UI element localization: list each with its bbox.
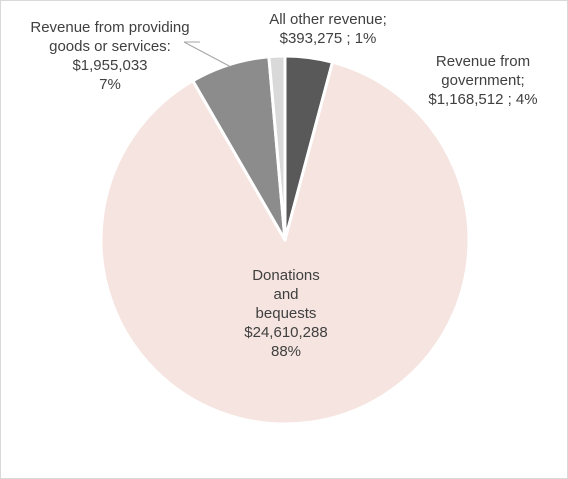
- other-revenue-label-line-1: All other revenue;: [269, 11, 387, 28]
- pie-slice-other: [267, 54, 287, 242]
- donations-label-line-3: bequests: [255, 305, 317, 322]
- donations-label-line-1: Donations: [252, 267, 320, 284]
- donations-label: Donations and bequests $24,610,288 88%: [186, 266, 386, 361]
- government-label: Revenue from government; $1,168,512 ; 4%: [408, 52, 558, 109]
- goods-services-label-percent: 7%: [99, 76, 121, 93]
- goods-leader-line: [183, 41, 231, 67]
- donations-label-percent: 88%: [270, 343, 302, 360]
- other-revenue-label: All other revenue; $393,275 ; 1%: [248, 10, 408, 48]
- government-label-value: $1,168,512 ; 4%: [428, 91, 538, 108]
- donations-label-value: $24,610,288: [244, 324, 328, 341]
- goods-services-label: Revenue from providing goods or services…: [10, 18, 210, 94]
- pie-slices: [99, 54, 471, 426]
- goods-services-label-value: $1,955,033: [72, 57, 148, 74]
- other-revenue-label-value: $393,275 ; 1%: [279, 30, 377, 47]
- pie-slice-donations: [99, 60, 471, 426]
- government-label-line-1: Revenue from: [435, 53, 531, 70]
- goods-services-label-line-2: goods or services:: [49, 38, 171, 55]
- government-label-line-2: government;: [441, 72, 525, 89]
- donations-label-line-2: and: [273, 286, 299, 303]
- goods-services-label-line-1: Revenue from providing: [30, 19, 190, 36]
